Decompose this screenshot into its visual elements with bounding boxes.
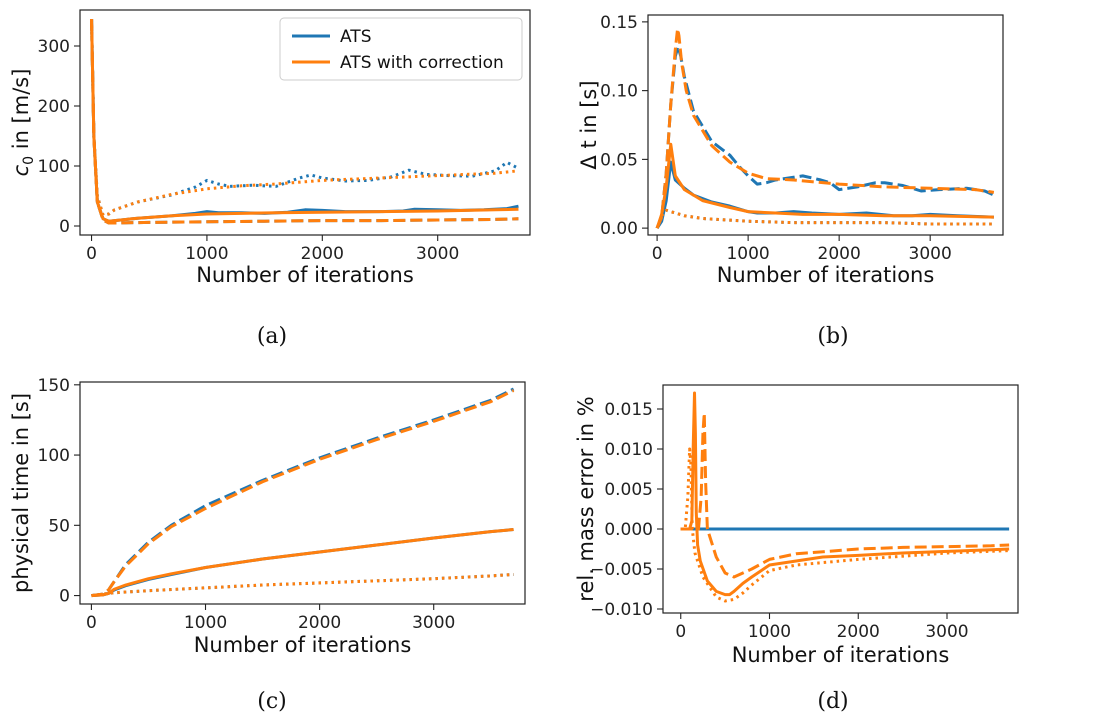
series-ats-dashed	[91, 389, 513, 596]
x-tick-label: 0	[675, 622, 686, 642]
x-tick-label: 1000	[185, 244, 228, 264]
y-tick-label: 0.10	[600, 82, 638, 102]
x-tick-label: 3000	[925, 622, 968, 642]
panel-b: 0 1000 2000 3000 0.00 0.05 0.10 0.15 Number of i…	[577, 13, 1003, 349]
x-tick-label: 1000	[184, 613, 227, 633]
y-axis-label: c0 in [m/s]	[9, 69, 37, 177]
y-tick-label: 50	[48, 516, 70, 536]
panel-caption: (a)	[257, 324, 287, 349]
y-tick-label: 0.00	[600, 219, 638, 239]
y-tick-label: 100	[38, 446, 70, 466]
y-tick-label: 0.000	[604, 520, 653, 540]
y-axis-label: rel. mass error in %	[574, 396, 598, 601]
y-tick-label: 0.015	[604, 400, 653, 420]
series-ats-correction-solid	[681, 393, 1009, 595]
series-ats-correction-solid	[657, 144, 994, 228]
x-tick-label: 0	[652, 244, 663, 264]
x-axis-label: Number of iterations	[732, 643, 950, 667]
series-ats-correction-dotted	[681, 449, 1009, 601]
y-tick-label: 150	[38, 376, 70, 396]
y-axis-label: physical time in [s]	[9, 393, 33, 593]
x-tick-label: 3000	[416, 244, 459, 264]
series-ats-solid	[657, 162, 994, 228]
y-axis-label: Δ t in [s]	[577, 80, 601, 169]
y-tick-label: 0	[59, 217, 70, 237]
panel-caption: (c)	[257, 689, 287, 714]
x-tick-label: 2000	[837, 622, 880, 642]
x-tick-label: 3000	[909, 244, 952, 264]
legend-entry: ATS with correction	[340, 53, 504, 73]
y-tick-label: −0.005	[590, 560, 653, 580]
y-tick-label: 300	[38, 37, 70, 57]
y-tick-label: 0.010	[604, 440, 653, 460]
panel-caption: (b)	[817, 324, 848, 349]
y-tick-label: 0.05	[600, 150, 638, 170]
x-tick-label: 2000	[298, 613, 341, 633]
x-tick-label: 2000	[301, 244, 344, 264]
y-tick-label: −0.010	[590, 600, 653, 620]
y-tick-label: 0.15	[600, 13, 638, 33]
x-tick-label: 0	[86, 613, 97, 633]
panel-caption: (d)	[817, 689, 848, 714]
panel-c: 0 1000 2000 3000 0 50 100 150 Number of iteratio…	[9, 376, 525, 714]
x-tick-label: 1000	[748, 622, 791, 642]
x-axis-label: Number of iterations	[717, 263, 935, 287]
x-axis-label: Number of iterations	[196, 263, 414, 287]
y-tick-label: 0	[59, 587, 70, 607]
y-tick-label: 0.005	[604, 480, 653, 500]
y-tick-label: 200	[38, 97, 70, 117]
x-tick-label: 1000	[726, 244, 769, 264]
legend-entry: ATS	[340, 27, 372, 47]
plot-frame	[663, 385, 1018, 613]
x-tick-label: 2000	[818, 244, 861, 264]
x-tick-label: 3000	[412, 613, 455, 633]
panel-d: 0 1000 2000 3000 −0.010 −0.005 0.000 0.005 0.010…	[574, 385, 1018, 714]
plot-frame	[80, 382, 525, 604]
x-axis-label: Number of iterations	[194, 633, 412, 657]
series-ats-correction-dashed	[657, 29, 994, 228]
y-tick-label: 100	[38, 157, 70, 177]
x-tick-label: 0	[86, 244, 97, 264]
legend: ATS ATS with correction	[280, 18, 522, 80]
series-ats-correction-dashed	[91, 390, 513, 595]
